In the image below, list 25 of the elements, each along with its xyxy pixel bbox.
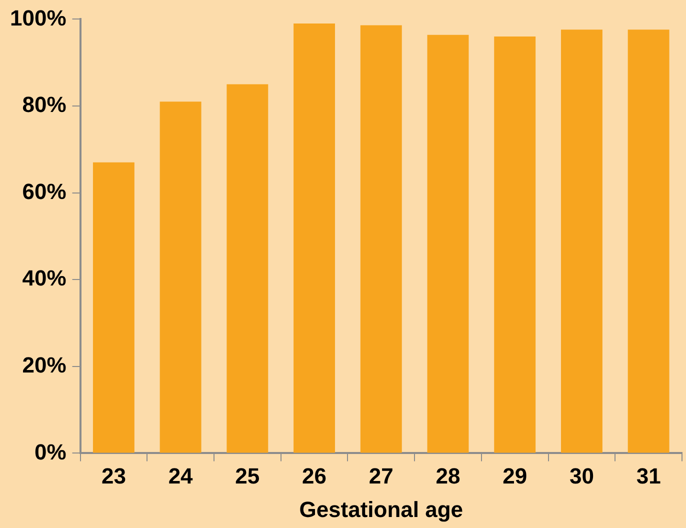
bar — [427, 34, 469, 453]
y-tick-label: 100% — [10, 5, 66, 30]
x-tick-label: 29 — [502, 463, 528, 488]
x-tick-label: 25 — [235, 463, 260, 488]
bar — [92, 162, 134, 453]
y-tick-label: 40% — [22, 266, 66, 291]
bar — [294, 24, 335, 453]
x-tick-label: 27 — [368, 463, 394, 488]
x-tick-label: 26 — [302, 463, 327, 488]
x-tick-label: 31 — [636, 463, 661, 488]
bar — [226, 84, 268, 453]
y-tick-label: 20% — [22, 352, 66, 378]
x-axis-title: Gestational age — [299, 496, 464, 522]
bar — [494, 36, 536, 453]
x-tick-label: 24 — [168, 463, 194, 488]
y-tick-label: 60% — [22, 178, 66, 204]
x-tick-label: 28 — [436, 463, 460, 488]
y-tick-label: 80% — [22, 92, 66, 118]
x-tick-label: 23 — [101, 463, 126, 488]
bar — [360, 25, 402, 453]
bar — [560, 30, 602, 453]
bar — [160, 102, 202, 453]
y-tick-label: 0% — [34, 439, 66, 464]
bar — [628, 30, 670, 453]
x-tick-label: 30 — [569, 463, 594, 488]
